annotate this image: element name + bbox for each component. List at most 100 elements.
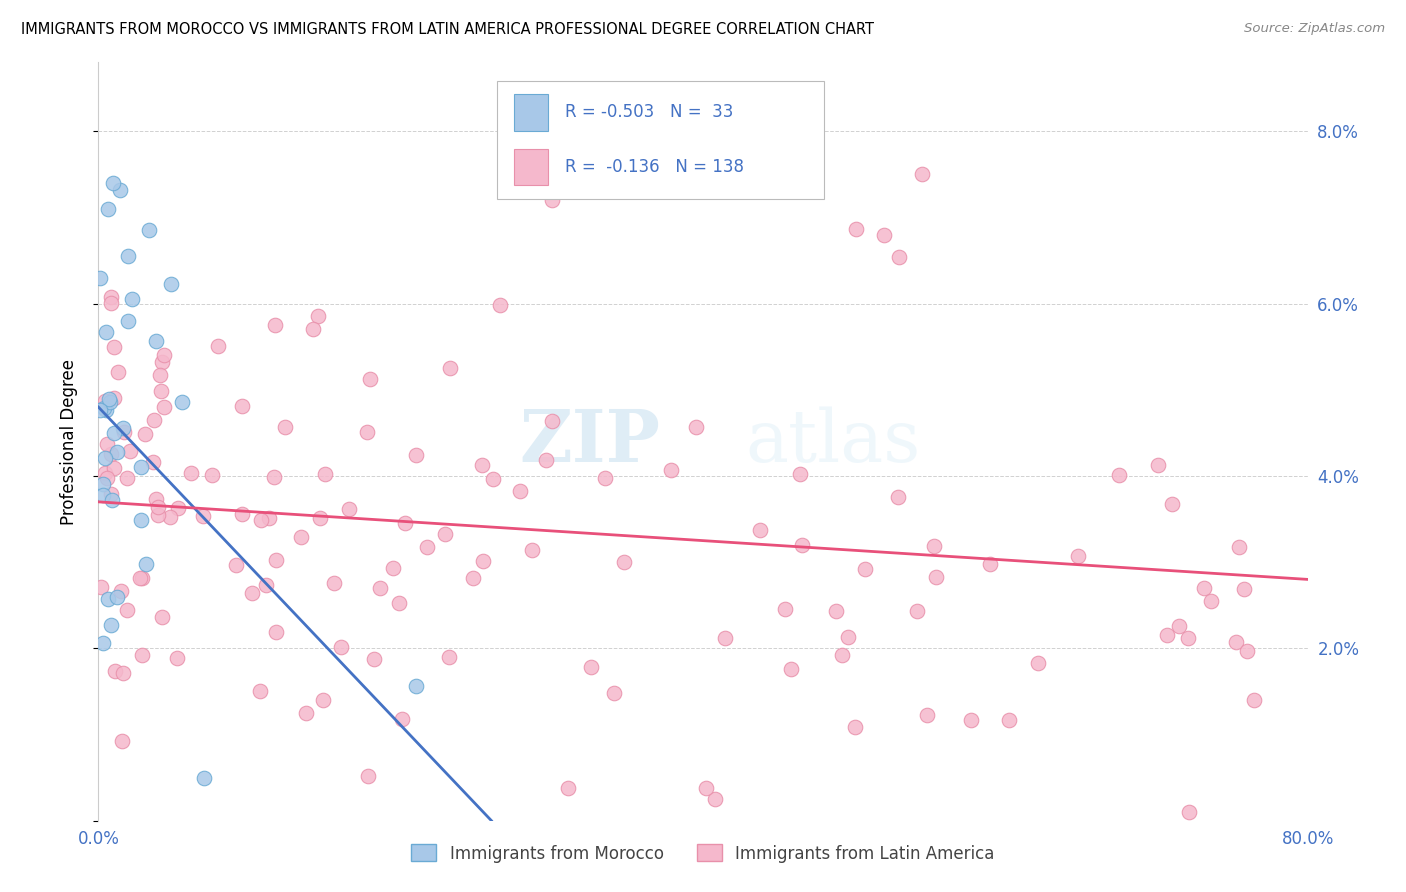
Point [145, 491, 167, 506]
Point [979, 557, 1001, 571]
Point [439, 360, 461, 375]
Point [104, 664, 127, 678]
Point [249, 683, 271, 698]
Point [142, 413, 165, 427]
Point [405, 679, 427, 693]
Point [911, 168, 934, 182]
Point [115, 471, 138, 485]
Point [887, 250, 910, 264]
Point [520, 542, 543, 557]
Point [166, 650, 188, 665]
Point [131, 648, 153, 662]
Point [1026, 656, 1049, 670]
Point [357, 769, 380, 783]
Point [231, 399, 253, 413]
Point [323, 575, 346, 590]
Point [257, 511, 280, 525]
Point [831, 648, 853, 662]
Point [97, 392, 120, 406]
Point [149, 368, 172, 382]
Point [240, 585, 263, 599]
Point [170, 395, 193, 409]
Point [359, 372, 381, 386]
Point [1177, 631, 1199, 645]
Point [917, 708, 939, 723]
Point [89, 403, 111, 417]
Point [779, 662, 801, 676]
Point [97, 202, 120, 216]
Point [100, 290, 122, 304]
Point [685, 419, 707, 434]
Point [391, 712, 413, 726]
Point [853, 562, 876, 576]
Point [103, 425, 125, 440]
Point [363, 652, 385, 666]
Point [152, 348, 174, 362]
Point [312, 693, 335, 707]
Point [887, 490, 910, 504]
Point [128, 571, 150, 585]
Point [263, 318, 285, 332]
Point [461, 571, 484, 585]
Point [307, 309, 329, 323]
Point [1243, 693, 1265, 707]
Point [250, 513, 273, 527]
Point [103, 461, 125, 475]
Point [117, 314, 139, 328]
Point [837, 630, 859, 644]
Point [93, 451, 115, 466]
Point [146, 508, 169, 522]
Point [131, 571, 153, 585]
Point [96, 436, 118, 450]
Point [790, 538, 813, 552]
Point [471, 553, 494, 567]
Point [703, 791, 725, 805]
Point [845, 222, 868, 236]
Point [922, 539, 945, 553]
Point [579, 659, 602, 673]
Point [789, 467, 811, 482]
Point [1178, 805, 1201, 819]
Text: R =  -0.136   N = 138: R = -0.136 N = 138 [565, 158, 744, 176]
Point [1167, 619, 1189, 633]
Point [330, 640, 353, 654]
Point [1225, 634, 1247, 648]
Point [714, 631, 737, 645]
Point [1146, 458, 1168, 472]
Point [309, 511, 332, 525]
Point [94, 467, 117, 481]
Point [150, 355, 173, 369]
Point [110, 584, 132, 599]
Point [138, 223, 160, 237]
Point [94, 394, 117, 409]
FancyBboxPatch shape [515, 95, 548, 130]
Point [96, 470, 118, 484]
Point [749, 523, 772, 537]
Point [98, 395, 121, 409]
Point [193, 771, 215, 785]
Point [110, 183, 132, 197]
Point [100, 446, 122, 460]
Point [825, 604, 848, 618]
Point [100, 487, 122, 501]
Point [488, 298, 510, 312]
Point [134, 427, 156, 442]
Point [93, 401, 115, 415]
Text: Source: ZipAtlas.com: Source: ZipAtlas.com [1244, 22, 1385, 36]
Point [1156, 628, 1178, 642]
Point [90, 580, 112, 594]
Point [773, 601, 796, 615]
Point [191, 509, 214, 524]
Point [166, 501, 188, 516]
Text: ZIP: ZIP [520, 406, 661, 477]
Point [153, 400, 176, 414]
Point [111, 666, 134, 681]
Point [96, 326, 118, 340]
Point [368, 582, 391, 596]
Point [394, 516, 416, 530]
Point [91, 635, 114, 649]
Y-axis label: Professional Degree: Professional Degree [59, 359, 77, 524]
Point [107, 365, 129, 379]
FancyBboxPatch shape [515, 149, 548, 186]
Point [207, 339, 229, 353]
